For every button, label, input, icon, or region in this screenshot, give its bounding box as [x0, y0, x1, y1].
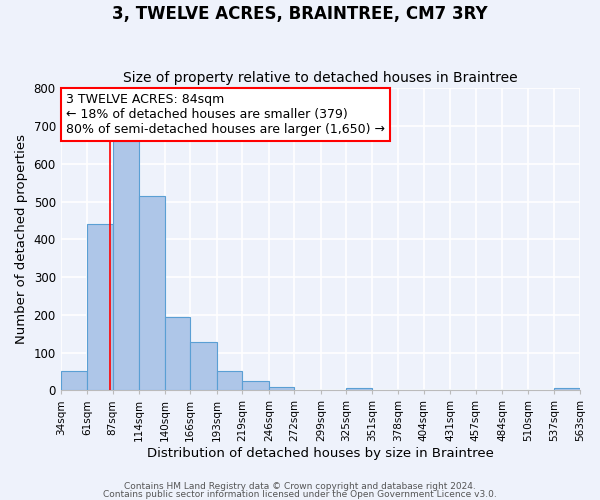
Bar	[165, 316, 190, 390]
X-axis label: Distribution of detached houses by size in Braintree: Distribution of detached houses by size …	[147, 447, 494, 460]
Bar	[190, 342, 217, 390]
Text: 3, TWELVE ACRES, BRAINTREE, CM7 3RY: 3, TWELVE ACRES, BRAINTREE, CM7 3RY	[112, 5, 488, 23]
Bar	[61, 372, 87, 390]
Bar	[139, 196, 165, 390]
Bar	[87, 224, 113, 390]
Text: 3 TWELVE ACRES: 84sqm
← 18% of detached houses are smaller (379)
80% of semi-det: 3 TWELVE ACRES: 84sqm ← 18% of detached …	[66, 93, 385, 136]
Text: Contains public sector information licensed under the Open Government Licence v3: Contains public sector information licen…	[103, 490, 497, 499]
Y-axis label: Number of detached properties: Number of detached properties	[15, 134, 28, 344]
Bar	[269, 386, 295, 390]
Title: Size of property relative to detached houses in Braintree: Size of property relative to detached ho…	[123, 70, 518, 85]
Bar	[242, 381, 269, 390]
Text: Contains HM Land Registry data © Crown copyright and database right 2024.: Contains HM Land Registry data © Crown c…	[124, 482, 476, 491]
Bar	[346, 388, 372, 390]
Bar	[554, 388, 580, 390]
Bar	[113, 142, 139, 390]
Bar	[217, 372, 242, 390]
